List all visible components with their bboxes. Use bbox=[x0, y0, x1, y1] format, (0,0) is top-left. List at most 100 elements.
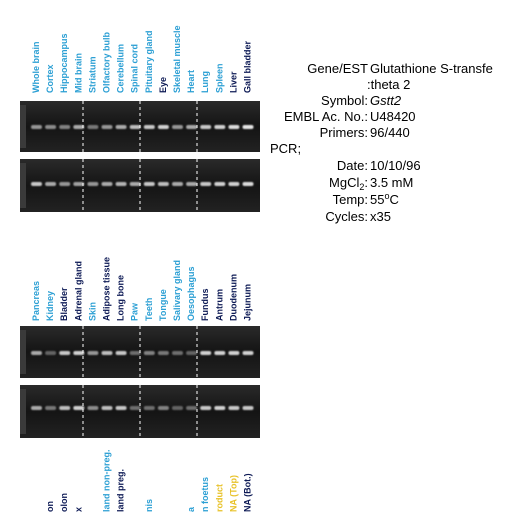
info-value: :theta 2 bbox=[367, 77, 410, 92]
info-value: 55oC bbox=[370, 191, 399, 207]
gel-band bbox=[101, 125, 113, 129]
gel-band bbox=[87, 125, 99, 129]
gel-band bbox=[129, 125, 141, 129]
info-value: x35 bbox=[370, 209, 391, 224]
gel-band bbox=[172, 351, 183, 355]
gel-band bbox=[115, 125, 127, 129]
gel-band bbox=[228, 182, 240, 186]
lane-label: Jejunum bbox=[243, 284, 253, 321]
lane-label: Heart bbox=[186, 70, 196, 93]
gel-band bbox=[143, 182, 155, 186]
gel-band bbox=[214, 182, 226, 186]
gel-band bbox=[73, 182, 85, 186]
gel-band bbox=[115, 406, 127, 410]
lane-label: nis bbox=[144, 499, 154, 512]
lane-label: Liver bbox=[228, 71, 238, 93]
lane-label: Whole brain bbox=[31, 42, 41, 94]
gels bbox=[20, 101, 260, 438]
gel-band bbox=[31, 351, 42, 355]
lane-label: Striatum bbox=[87, 56, 97, 93]
gel-ladder bbox=[20, 330, 26, 374]
gel-band bbox=[186, 182, 198, 186]
gel-band bbox=[101, 406, 113, 410]
lane-label: on bbox=[45, 501, 55, 512]
lane-label: land non-preg. bbox=[102, 450, 112, 513]
gel-band bbox=[87, 351, 99, 355]
gel-band bbox=[228, 351, 240, 355]
lane-label: Tongue bbox=[158, 289, 168, 321]
lane-label: Teeth bbox=[144, 298, 154, 321]
gel-band bbox=[186, 406, 198, 410]
lane-label: Pituitary gland bbox=[144, 30, 154, 93]
gel-band bbox=[157, 182, 169, 186]
lane-label: Kidney bbox=[45, 291, 55, 321]
gel-band bbox=[200, 351, 212, 355]
info-value: Glutathione S-transfe bbox=[370, 61, 493, 76]
info-label: Symbol: bbox=[321, 93, 368, 108]
superscript: o bbox=[384, 191, 389, 201]
gel-band bbox=[129, 406, 141, 410]
gel-band bbox=[214, 125, 226, 129]
lane-label: Gall bladder bbox=[243, 40, 253, 93]
gel-band bbox=[101, 182, 113, 186]
info-label: Temp: bbox=[333, 192, 368, 207]
gel-ladder bbox=[20, 163, 26, 208]
gel-band bbox=[129, 182, 141, 186]
lane-label: NA (Top) bbox=[228, 475, 238, 512]
gel-band bbox=[214, 406, 226, 410]
lane-label: Skeletal muscle bbox=[172, 25, 182, 93]
lane-label: Adipose tissue bbox=[102, 257, 112, 321]
info-value: U48420 bbox=[370, 109, 416, 124]
gel-band bbox=[200, 125, 212, 129]
gel-band bbox=[115, 351, 127, 355]
info-value: 10/10/96 bbox=[370, 158, 421, 173]
info-value: 96/440 bbox=[370, 125, 410, 140]
gel-band bbox=[31, 125, 42, 129]
gel-band bbox=[172, 406, 183, 410]
gel-band bbox=[73, 351, 85, 355]
gel-band bbox=[242, 125, 254, 129]
lane-label: roduct bbox=[214, 484, 224, 512]
info-label: EMBL Ac. No.: bbox=[284, 109, 368, 124]
lane-label: a bbox=[186, 506, 196, 512]
lane-label: Spleen bbox=[214, 63, 224, 93]
gel-band bbox=[172, 125, 183, 129]
gel-band bbox=[59, 125, 71, 129]
gel-band bbox=[87, 406, 99, 410]
gel-band bbox=[186, 351, 198, 355]
lane-label: Spinal cord bbox=[130, 44, 140, 93]
gel-band bbox=[115, 182, 127, 186]
gel-band bbox=[45, 406, 57, 410]
gel-ladder bbox=[20, 389, 26, 434]
gel-band bbox=[157, 406, 169, 410]
gel-band bbox=[31, 406, 42, 410]
lane-label: x bbox=[73, 507, 83, 512]
gel-band bbox=[129, 351, 141, 355]
info-value: Gstt2 bbox=[370, 93, 402, 108]
lane-label: olon bbox=[59, 493, 69, 512]
gel-band bbox=[45, 182, 57, 186]
lane-label: Skin bbox=[87, 302, 97, 321]
lane-label: land preg. bbox=[116, 469, 126, 512]
info-label: MgCl bbox=[329, 175, 359, 190]
lane-label: Fundus bbox=[200, 289, 210, 322]
gel-band bbox=[143, 351, 155, 355]
gel-band bbox=[87, 182, 99, 186]
info-label: Gene/EST bbox=[307, 61, 368, 76]
info-label: Primers: bbox=[320, 125, 368, 140]
info-value: C bbox=[389, 192, 398, 207]
gel-band bbox=[200, 182, 212, 186]
lane-label: Salivary gland bbox=[172, 260, 182, 321]
info-label: MgCl2: bbox=[329, 175, 368, 192]
gel-band bbox=[228, 406, 240, 410]
info-label: Cycles: bbox=[325, 209, 368, 224]
lane-label: Oesophagus bbox=[186, 266, 196, 321]
gel-band bbox=[200, 406, 212, 410]
info-value: 3.5 mM bbox=[370, 175, 413, 190]
lane-label: Eye bbox=[158, 77, 168, 93]
lane-label: Lung bbox=[200, 71, 210, 93]
lane-label: Hippocampus bbox=[59, 33, 69, 93]
gel-band bbox=[73, 125, 85, 129]
